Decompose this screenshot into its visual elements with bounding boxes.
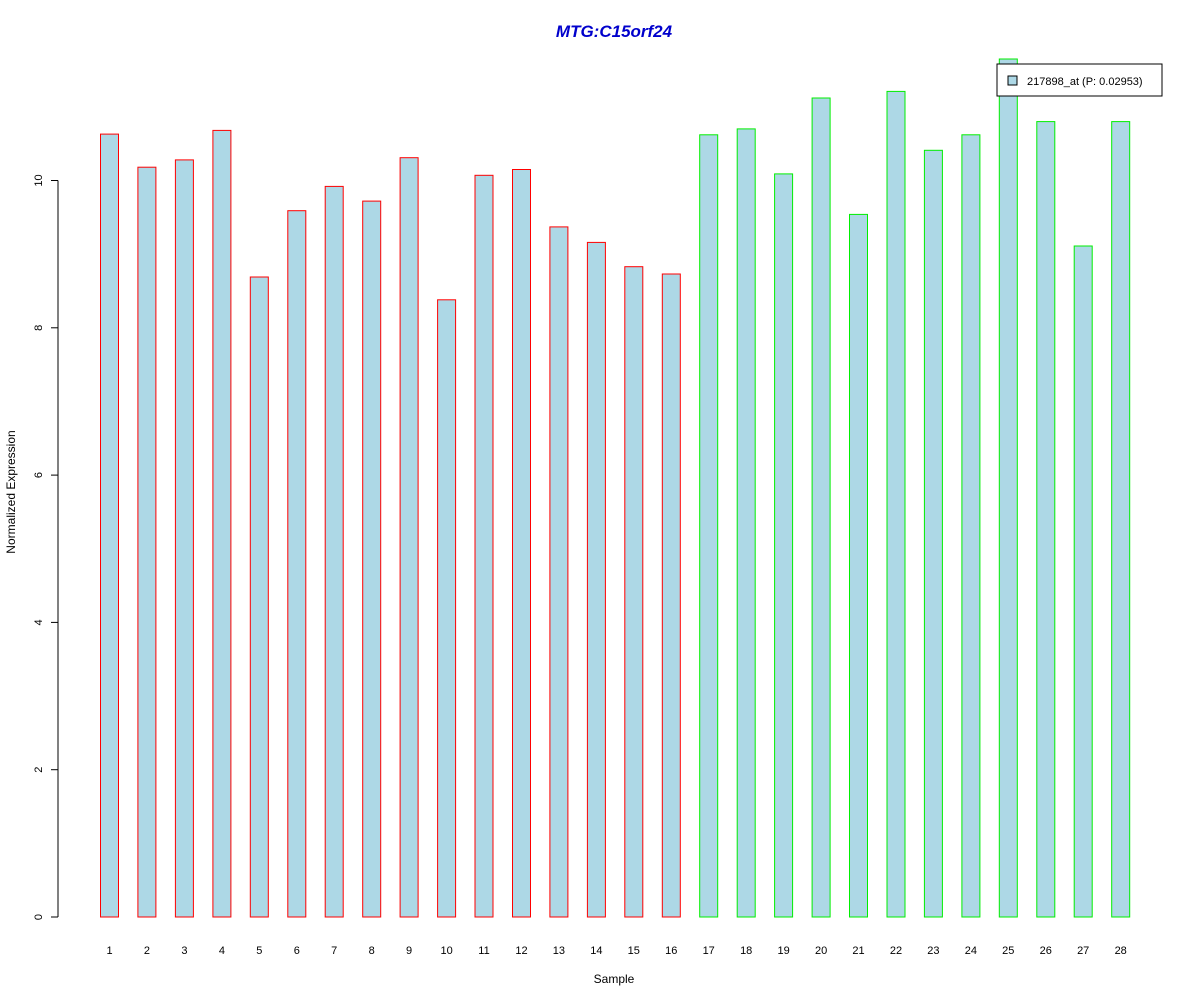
x-tick-label: 25	[1002, 945, 1014, 957]
bar-sample-17	[699, 134, 719, 918]
y-tick-label: 0	[33, 914, 45, 920]
bar-sample-11	[474, 174, 494, 918]
y-tick-label: 4	[33, 619, 45, 625]
bar-sample-18	[736, 128, 756, 918]
x-tick-label: 26	[1040, 945, 1052, 957]
x-tick-label: 4	[219, 945, 225, 957]
bar-sample-19	[774, 173, 794, 918]
x-tick-label: 12	[515, 945, 527, 957]
x-tick-label: 6	[294, 945, 300, 957]
y-axis-label: Normalized Expression	[4, 430, 18, 553]
x-tick-label: 28	[1115, 945, 1127, 957]
x-tick-label: 21	[852, 945, 864, 957]
x-tick-label: 24	[965, 945, 977, 957]
bar-sample-28	[1111, 121, 1131, 918]
x-tick-label: 22	[890, 945, 902, 957]
bar-sample-10	[437, 299, 457, 918]
bar-sample-16	[661, 273, 681, 918]
bar-sample-2	[137, 166, 157, 918]
x-tick-label: 7	[331, 945, 337, 957]
bar-sample-6	[287, 210, 307, 918]
bar-sample-7	[324, 185, 344, 918]
bar-sample-1	[100, 133, 119, 918]
bar-sample-26	[1036, 121, 1056, 918]
bar-sample-20	[811, 97, 831, 918]
legend: 217898_at (P: 0.02953)	[996, 63, 1163, 97]
x-tick-label: 14	[590, 945, 602, 957]
bar-sample-22	[886, 90, 906, 918]
bar-sample-4	[212, 129, 232, 918]
chart-title: MTG:C15orf24	[556, 22, 673, 41]
x-tick-label: 10	[440, 945, 452, 957]
x-tick-label: 15	[628, 945, 640, 957]
bar-sample-23	[923, 149, 943, 918]
y-tick-label: 2	[33, 767, 45, 773]
bars-group	[100, 58, 1131, 918]
x-axis-label: Sample	[594, 972, 635, 986]
y-tick-label: 6	[33, 472, 45, 478]
bar-sample-12	[512, 169, 531, 918]
legend-swatch	[1007, 75, 1018, 86]
x-tick-label: 3	[181, 945, 187, 957]
x-tick-label: 17	[703, 945, 715, 957]
x-tick-label: 8	[369, 945, 375, 957]
x-tick-label: 23	[927, 945, 939, 957]
x-tick-label: 13	[553, 945, 565, 957]
bar-sample-9	[399, 157, 419, 918]
bar-sample-25	[998, 58, 1018, 918]
x-tick-label: 20	[815, 945, 827, 957]
x-tick-label: 2	[144, 945, 150, 957]
x-tick-label: 9	[406, 945, 412, 957]
bar-sample-21	[849, 213, 868, 918]
legend-entry-label: 217898_at (P: 0.02953)	[1027, 76, 1143, 88]
bar-sample-13	[549, 226, 569, 918]
x-tick-label: 18	[740, 945, 752, 957]
x-axis-tick-labels: 1 2 3 4 5 6 7 8 9 10 11 12 13 14 15 16 17 18 19 20 21 22 23 24 2…	[106, 945, 1126, 957]
bar-sample-27	[1073, 245, 1093, 918]
bar-sample-15	[624, 266, 644, 918]
bar-sample-5	[249, 276, 269, 918]
x-tick-label: 19	[777, 945, 789, 957]
x-tick-label: 1	[106, 945, 112, 957]
legend-box	[996, 63, 1163, 97]
x-tick-label: 27	[1077, 945, 1089, 957]
x-tick-label: 11	[478, 945, 489, 957]
bar-sample-24	[961, 134, 981, 918]
bar-sample-8	[362, 200, 382, 918]
bar-sample-14	[586, 241, 606, 918]
y-axis: 0 2 4 6 8 10	[33, 174, 59, 920]
y-tick-label: 10	[33, 174, 45, 186]
bar-sample-3	[174, 159, 194, 918]
x-tick-label: 5	[256, 945, 262, 957]
y-tick-label: 8	[33, 325, 45, 331]
x-tick-label: 16	[665, 945, 677, 957]
